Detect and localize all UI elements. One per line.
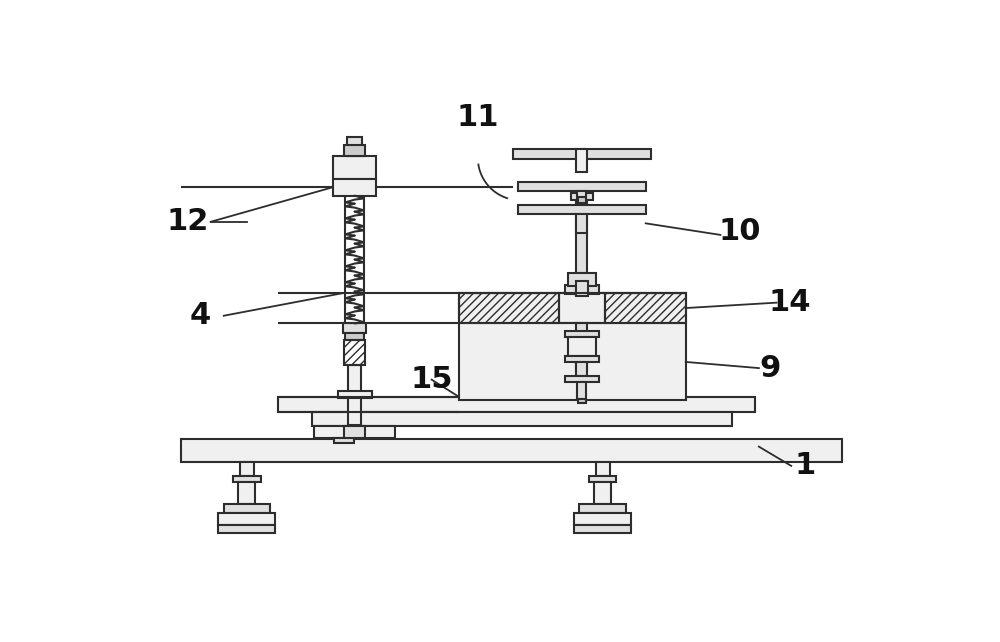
Bar	[278, 397, 755, 412]
Bar	[594, 482, 611, 503]
Text: 4: 4	[190, 301, 211, 330]
Bar	[512, 149, 651, 159]
Bar	[579, 503, 626, 513]
Bar	[459, 293, 686, 401]
Text: 1: 1	[794, 451, 816, 480]
Bar	[576, 191, 587, 205]
Bar	[576, 212, 587, 293]
Bar	[577, 382, 586, 399]
Bar	[568, 273, 596, 286]
Bar	[576, 149, 587, 172]
Bar	[224, 503, 270, 513]
Bar	[240, 462, 254, 476]
Bar	[233, 476, 261, 482]
Text: 14: 14	[768, 288, 811, 317]
Bar	[459, 293, 559, 324]
Bar	[518, 205, 646, 214]
Bar	[568, 337, 596, 356]
Text: 12: 12	[166, 207, 209, 236]
Bar	[518, 182, 646, 191]
Bar	[334, 438, 354, 443]
Bar	[576, 281, 588, 297]
Bar	[347, 137, 362, 157]
Bar	[576, 324, 587, 370]
Bar	[576, 273, 587, 295]
Bar	[348, 398, 361, 425]
Bar	[571, 193, 577, 200]
Bar	[314, 426, 395, 438]
Bar	[596, 462, 610, 476]
Bar	[578, 399, 586, 403]
Text: 15: 15	[410, 365, 453, 394]
Bar	[565, 376, 599, 382]
Bar	[574, 513, 631, 525]
Bar	[578, 197, 586, 204]
Bar	[574, 525, 631, 533]
Text: 9: 9	[760, 354, 781, 383]
Bar	[565, 285, 599, 294]
Bar	[312, 412, 732, 426]
Bar	[344, 340, 365, 365]
Bar	[559, 293, 605, 324]
Bar	[565, 331, 599, 337]
Bar	[586, 193, 593, 200]
Bar	[181, 439, 842, 462]
Text: 10: 10	[718, 216, 761, 245]
Bar	[565, 356, 599, 362]
Bar	[348, 365, 361, 396]
Bar	[333, 157, 376, 180]
Bar	[344, 145, 365, 157]
Bar	[345, 333, 364, 340]
Bar	[238, 482, 255, 503]
Bar	[343, 324, 366, 333]
Bar	[338, 391, 372, 398]
Bar	[576, 214, 587, 232]
Text: 11: 11	[457, 103, 499, 132]
Bar	[218, 513, 275, 525]
Bar	[344, 426, 365, 438]
Bar	[218, 525, 275, 533]
Bar	[605, 293, 686, 324]
Bar	[333, 178, 376, 196]
Bar	[576, 362, 587, 376]
Bar	[589, 476, 616, 482]
